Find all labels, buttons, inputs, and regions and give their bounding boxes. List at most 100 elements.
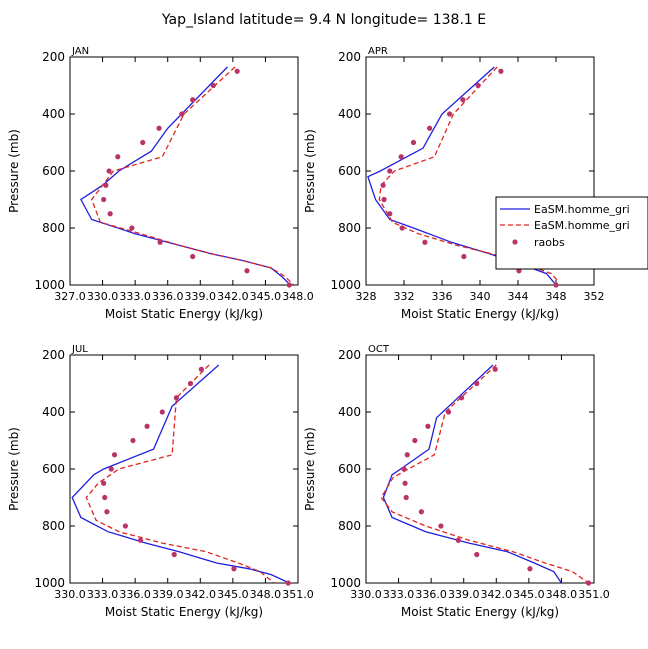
x-tick-label: 336.0 bbox=[152, 290, 184, 303]
panel-jul: JUL 330.0 333.0 336.0 339.0 342.0 345.0 348.0 35… bbox=[7, 344, 314, 619]
raobs-point bbox=[129, 225, 135, 231]
y-tick-label: 600 bbox=[338, 164, 361, 178]
legend-label: raobs bbox=[534, 236, 565, 249]
raobs-point bbox=[104, 509, 110, 515]
series-line-model2 bbox=[380, 364, 589, 583]
raobs-point bbox=[171, 551, 177, 558]
raobs-point bbox=[398, 154, 404, 160]
panel-title: OCT bbox=[368, 344, 390, 355]
raobs-point bbox=[286, 282, 292, 288]
raobs-point bbox=[438, 523, 444, 529]
y-tick-label: 800 bbox=[42, 221, 65, 235]
raobs-point bbox=[410, 139, 417, 146]
y-tick-label: 1000 bbox=[34, 576, 65, 590]
raobs-point bbox=[244, 268, 250, 274]
y-tick-label: 800 bbox=[338, 519, 361, 533]
x-tick-label: 333.0 bbox=[87, 588, 119, 601]
panel-title: APR bbox=[368, 46, 388, 57]
x-tick-label: 348 bbox=[546, 290, 567, 303]
y-tick-label: 600 bbox=[42, 164, 65, 178]
raobs-point bbox=[427, 125, 433, 131]
y-tick-label: 600 bbox=[338, 462, 361, 476]
y-tick-label: 200 bbox=[42, 348, 65, 362]
x-tick-label: 328 bbox=[356, 290, 377, 303]
y-tick-label: 800 bbox=[42, 519, 65, 533]
y-tick-label: 1000 bbox=[34, 278, 65, 292]
panel-title: JAN bbox=[71, 46, 89, 57]
x-tick-label: 336 bbox=[432, 290, 453, 303]
x-tick-label: 345.0 bbox=[217, 588, 249, 601]
raobs-point bbox=[190, 253, 196, 260]
panel-oct: OCT 330.0 333.0 336.0 339.0 342.0 345.0 348.0 35… bbox=[303, 344, 610, 619]
raobs-point bbox=[137, 537, 144, 543]
x-tick-label: 345.0 bbox=[250, 290, 282, 303]
x-tick-label: 352 bbox=[584, 290, 605, 303]
y-axis-label: Pressure (mb) bbox=[303, 129, 317, 213]
raobs-point bbox=[455, 537, 461, 543]
raobs-point bbox=[447, 111, 453, 117]
raobs-point bbox=[103, 182, 109, 188]
raobs-point bbox=[187, 380, 194, 387]
x-tick-label: 330.0 bbox=[54, 588, 86, 601]
y-axis-label: Pressure (mb) bbox=[7, 427, 21, 511]
y-tick-label: 400 bbox=[338, 405, 361, 419]
x-tick-label: 348.0 bbox=[282, 290, 314, 303]
raobs-point bbox=[425, 423, 431, 429]
legend-label: EaSM.homme_gri bbox=[534, 203, 630, 216]
x-tick-label: 333.0 bbox=[383, 588, 415, 601]
raobs-point bbox=[401, 466, 407, 472]
raobs-point bbox=[381, 196, 387, 203]
raobs-point bbox=[101, 196, 107, 203]
x-tick-label: 330.0 bbox=[350, 588, 382, 601]
raobs-point bbox=[140, 139, 146, 146]
raobs-point bbox=[402, 480, 408, 486]
raobs-point bbox=[475, 82, 481, 89]
y-tick-label: 600 bbox=[42, 462, 65, 476]
raobs-point bbox=[387, 168, 393, 174]
x-tick-label: 342.0 bbox=[481, 588, 513, 601]
x-tick-label: 336.0 bbox=[119, 588, 151, 601]
raobs-point bbox=[210, 82, 216, 89]
raobs-point bbox=[399, 225, 405, 231]
x-tick-label: 340 bbox=[470, 290, 491, 303]
raobs-point bbox=[474, 380, 480, 387]
raobs-point bbox=[231, 566, 237, 572]
raobs-point bbox=[156, 125, 162, 131]
raobs-point bbox=[198, 366, 204, 372]
raobs-point bbox=[179, 111, 185, 117]
y-tick-label: 400 bbox=[42, 107, 65, 121]
raobs-point bbox=[122, 523, 128, 529]
raobs-point bbox=[585, 580, 592, 586]
raobs-point bbox=[404, 452, 410, 458]
x-tick-label: 342.0 bbox=[185, 588, 217, 601]
raobs-point bbox=[461, 253, 467, 260]
y-tick-label: 200 bbox=[42, 50, 65, 64]
raobs-point bbox=[107, 211, 113, 217]
series-line-model1 bbox=[80, 66, 291, 285]
raobs-point bbox=[422, 239, 428, 245]
x-tick-label: 339.0 bbox=[448, 588, 480, 601]
figure-title: Yap_Island latitude= 9.4 N longitude= 13… bbox=[161, 12, 486, 28]
raobs-point bbox=[111, 452, 118, 458]
raobs-point bbox=[108, 466, 114, 472]
raobs-point bbox=[387, 211, 393, 217]
raobs-point bbox=[492, 366, 498, 372]
legend-swatch-raobs bbox=[512, 239, 518, 245]
raobs-point bbox=[144, 423, 150, 429]
x-axis-label: Moist Static Energy (kJ/kg) bbox=[401, 307, 559, 321]
x-axis-label: Moist Static Energy (kJ/kg) bbox=[105, 307, 263, 321]
x-tick-label: 344 bbox=[508, 290, 529, 303]
x-tick-label: 342.0 bbox=[217, 290, 249, 303]
panel-apr: APR 328 332 336 340 344 348 352 200 400 600 800 1000… bbox=[303, 46, 605, 321]
raobs-point bbox=[173, 395, 179, 401]
raobs-point bbox=[159, 409, 165, 415]
raobs-point bbox=[285, 580, 291, 586]
x-tick-label: 345.0 bbox=[513, 588, 545, 601]
y-tick-label: 1000 bbox=[330, 278, 361, 292]
x-tick-label: 351.0 bbox=[282, 588, 314, 601]
y-tick-label: 400 bbox=[42, 405, 65, 419]
x-axis-label: Moist Static Energy (kJ/kg) bbox=[105, 605, 263, 619]
raobs-point bbox=[102, 494, 108, 501]
